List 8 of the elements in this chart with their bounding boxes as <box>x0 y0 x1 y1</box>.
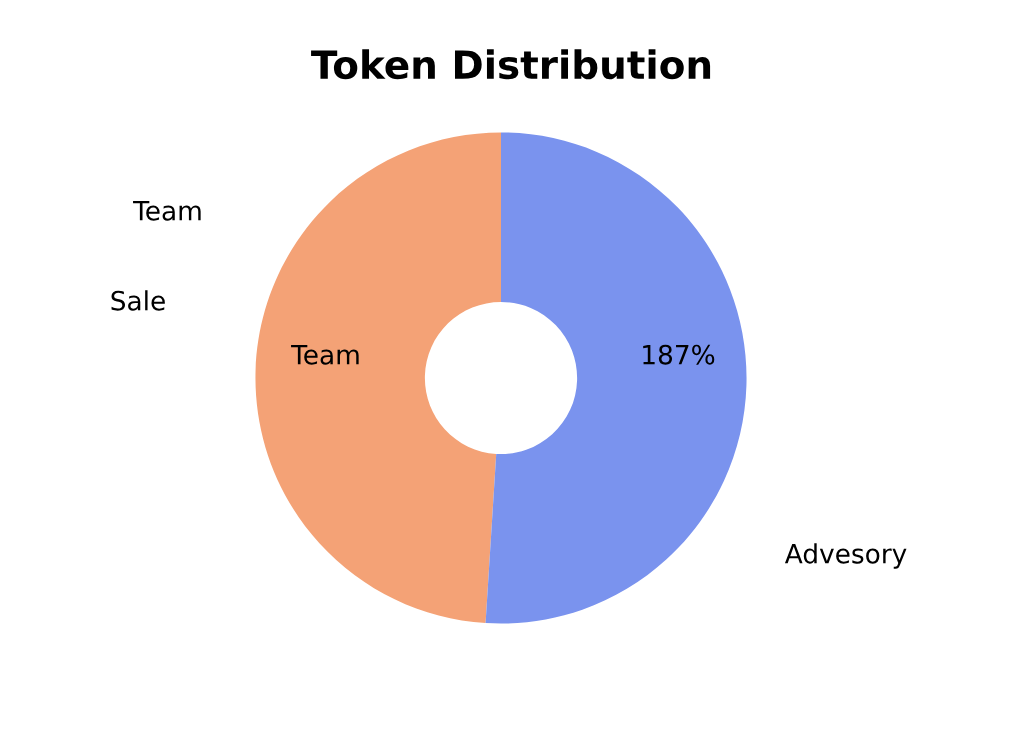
slice-label: Team <box>133 201 201 221</box>
donut-slice <box>255 132 501 624</box>
text: Team <box>291 345 359 365</box>
chart-title: Token Distribution <box>311 49 711 80</box>
donut-slice <box>485 132 747 624</box>
text: 187% <box>643 344 715 365</box>
slice-label: Advesory <box>784 543 907 569</box>
text: Sale <box>111 290 165 311</box>
